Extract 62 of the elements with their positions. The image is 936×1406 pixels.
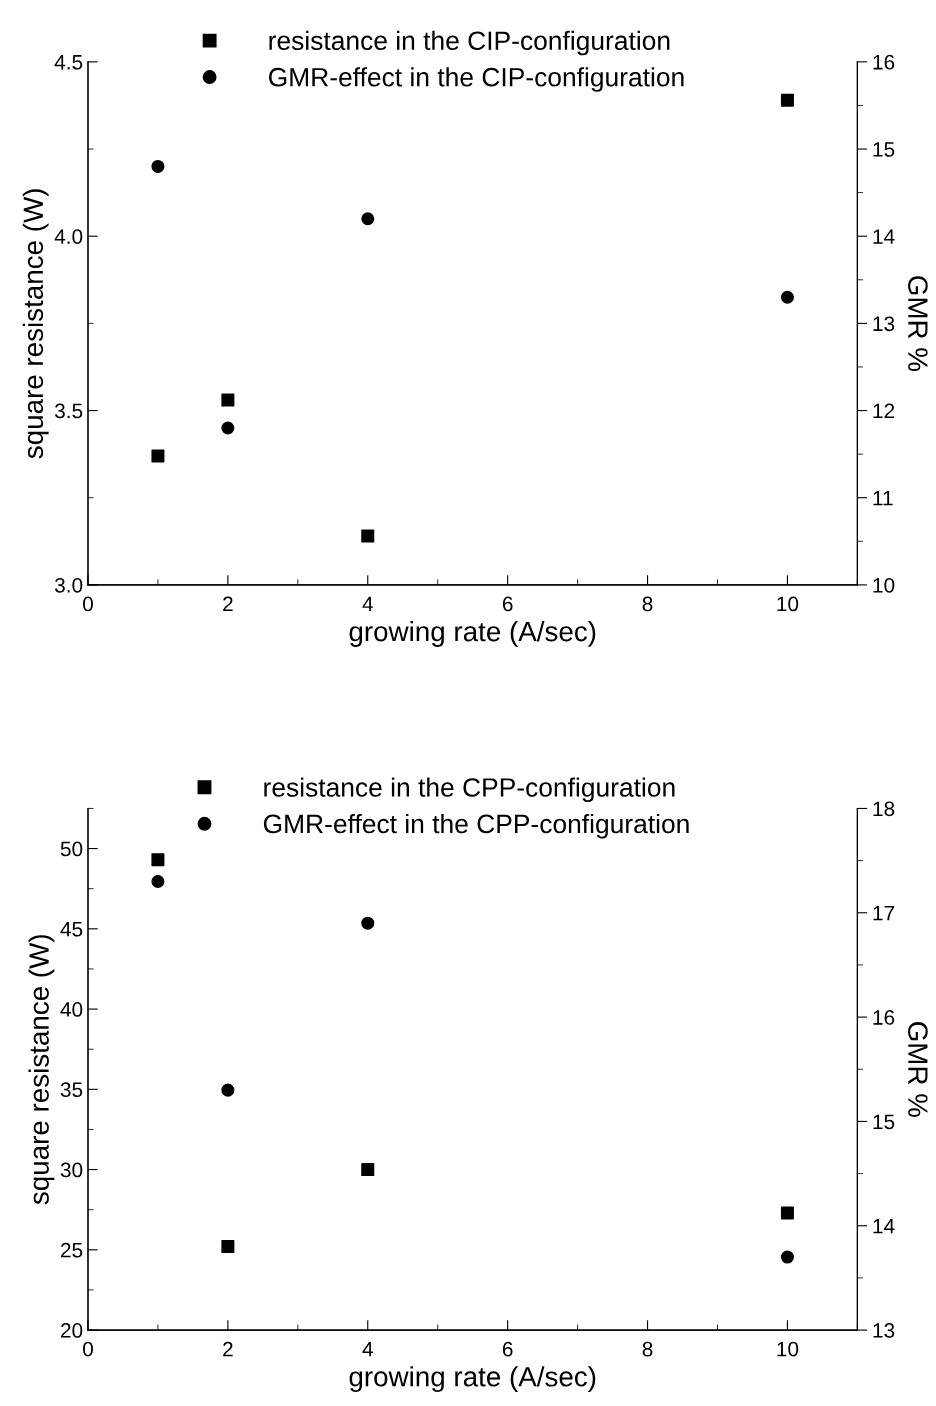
point	[361, 916, 375, 930]
point	[361, 529, 375, 543]
x-tick-label: 2	[223, 1341, 233, 1357]
y-tick-label: 30	[60, 1162, 83, 1178]
y2-axis-title: GMR %	[908, 1022, 928, 1117]
point	[221, 421, 235, 435]
legend-label: resistance in the CIP-configuration	[269, 30, 670, 56]
y2-tick-label: 15	[873, 142, 895, 157]
legend-label: resistance in the CPP-configuration	[264, 777, 675, 803]
point	[151, 449, 165, 463]
x-tick-label: 4	[362, 596, 373, 612]
point	[780, 290, 794, 304]
x-tick-label: 0	[83, 596, 93, 612]
x-tick-label: 0	[83, 1341, 93, 1357]
y2-tick-label: 18	[873, 801, 895, 817]
y-tick-label: 3.5	[54, 403, 83, 419]
y-tick-label: 45	[60, 922, 83, 937]
point	[780, 1250, 794, 1264]
x-axis-title: growing rate (A/sec)	[349, 1366, 596, 1393]
point	[221, 393, 235, 407]
y2-tick-label: 15	[873, 1114, 895, 1130]
y2-tick-label: 10	[873, 577, 895, 593]
y-tick-label: 20	[61, 1323, 83, 1338]
point	[151, 874, 165, 888]
x-tick-label: 2	[223, 596, 233, 612]
point	[361, 1163, 375, 1177]
y2-tick-label: 17	[873, 905, 895, 921]
y-tick-label: 4.0	[54, 229, 83, 244]
x-tick-label: 4	[362, 1341, 373, 1357]
legend-label: GMR-effect in the CIP-configuration	[269, 67, 684, 92]
y2-tick-label: 11	[873, 490, 893, 506]
x-tick-label: 10	[777, 596, 799, 612]
x-tick-label: 6	[502, 596, 513, 612]
x-tick-label: 8	[642, 1341, 653, 1357]
y-tick-label: 4.5	[54, 55, 83, 70]
point	[221, 1240, 235, 1254]
point	[361, 212, 375, 226]
y2-tick-label: 16	[873, 54, 895, 70]
point	[221, 1083, 235, 1097]
x-tick-label: 10	[777, 1341, 799, 1357]
point	[151, 853, 165, 867]
y-axis-title: square resistance (W)	[28, 935, 55, 1205]
x-tick-label: 8	[642, 596, 653, 612]
y2-tick-label: 12	[873, 403, 895, 419]
y2-tick-label: 13	[873, 1323, 895, 1338]
y-tick-label: 25	[61, 1242, 83, 1258]
point	[780, 1206, 794, 1220]
y-axis-title: square resistance (W)	[22, 189, 49, 459]
y2-axis-title: GMR %	[908, 276, 928, 371]
x-axis-title: growing rate (A/sec)	[349, 620, 596, 647]
y2-tick-label: 14	[873, 1218, 895, 1234]
y-tick-label: 40	[60, 1002, 83, 1017]
x-tick-label: 6	[502, 1341, 513, 1357]
y-tick-label: 35	[60, 1082, 83, 1098]
y-tick-label: 50	[60, 841, 83, 857]
point	[151, 159, 165, 173]
legend-label: GMR-effect in the CPP-configuration	[263, 813, 689, 839]
point	[780, 93, 794, 107]
y2-tick-label: 14	[873, 229, 895, 244]
y2-tick-label: 16	[873, 1010, 895, 1025]
y-tick-label: 3.0	[54, 577, 83, 593]
y2-tick-label: 13	[873, 316, 895, 332]
